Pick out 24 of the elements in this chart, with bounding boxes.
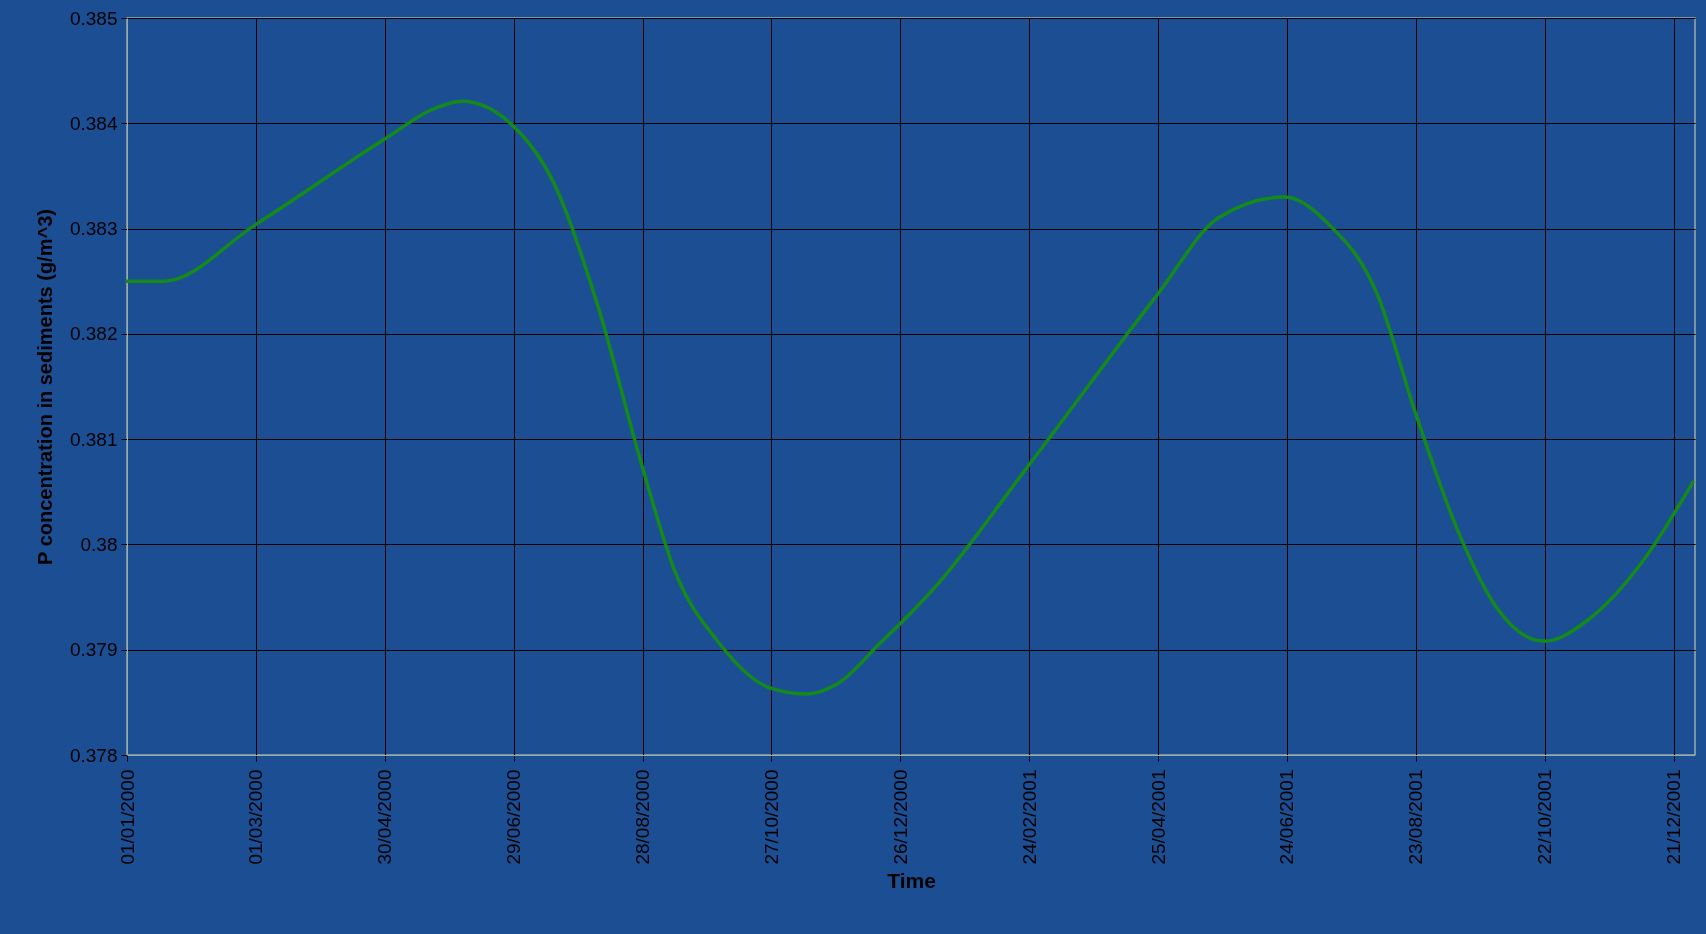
x-tick-label: 30/04/2000 [374, 769, 396, 865]
y-tick-label: 0.381 [69, 428, 118, 450]
x-tick-label: 25/04/2001 [1147, 769, 1169, 865]
x-tick-label: 28/08/2000 [632, 769, 654, 865]
y-tick-label: 0.378 [69, 744, 118, 766]
y-tick-label: 0.382 [69, 323, 118, 345]
x-tick-label: 01/01/2000 [116, 769, 138, 865]
y-tick-label: 0.379 [69, 639, 118, 661]
y-axis-title: P concentration in sediments (g/m^3) [33, 209, 56, 565]
x-tick-label: 26/12/2000 [889, 769, 911, 865]
x-tick-label: 27/10/2000 [760, 769, 782, 865]
y-tick-label: 0.384 [69, 112, 118, 134]
line-series [125, 99, 1695, 696]
y-tick-label: 0.383 [69, 218, 118, 240]
y-tick-label: 0.385 [69, 7, 118, 29]
x-tick-label: 24/06/2001 [1276, 769, 1298, 865]
x-axis-title: Time [887, 868, 936, 892]
x-tick-label: 22/10/2001 [1534, 769, 1556, 865]
x-tick-label: 01/03/2000 [245, 769, 267, 865]
x-tick-label: 29/06/2000 [503, 769, 525, 865]
y-tick-label: 0.38 [80, 533, 118, 555]
x-tick-label: 23/08/2001 [1405, 769, 1427, 865]
x-tick-label: 21/12/2001 [1663, 769, 1685, 865]
x-tick-label: 24/02/2001 [1018, 769, 1040, 865]
